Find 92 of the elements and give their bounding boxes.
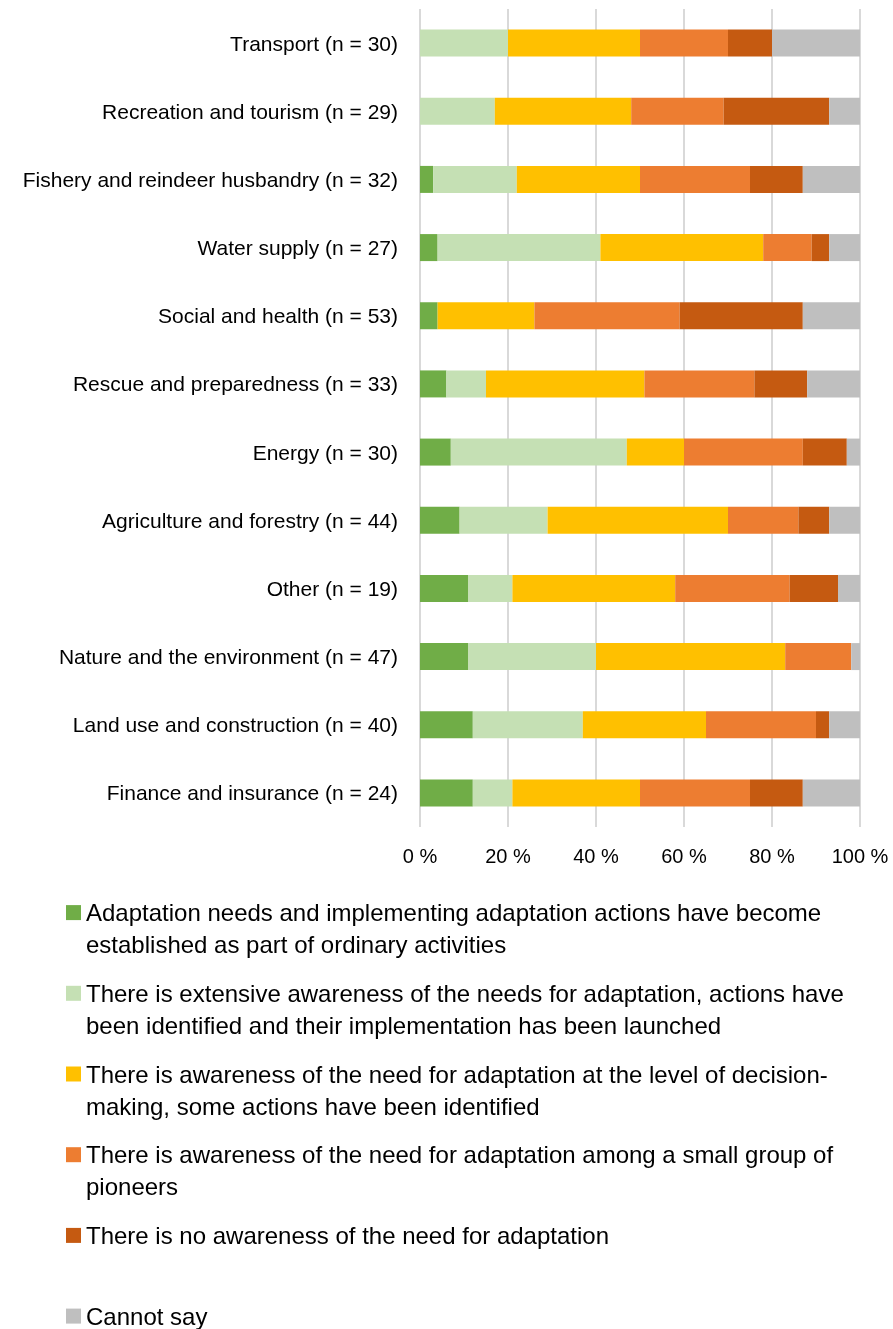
bar bbox=[750, 165, 803, 193]
bar bbox=[420, 370, 447, 398]
y-tick-label: Transport (n = 30) bbox=[230, 31, 398, 55]
bar bbox=[631, 97, 724, 125]
bar bbox=[547, 506, 728, 534]
bar bbox=[420, 711, 473, 739]
bar bbox=[512, 574, 676, 602]
bar bbox=[420, 97, 495, 125]
legend-label: Adaptation needs and implementing adaptation actions have become established as part of ordinary activities bbox=[86, 899, 822, 959]
bar bbox=[640, 165, 750, 193]
bar bbox=[433, 165, 517, 193]
y-tick-label: Social and health (n = 53) bbox=[158, 304, 398, 328]
bar bbox=[420, 779, 473, 807]
bar bbox=[534, 302, 680, 330]
y-tick-label: Other (n = 19) bbox=[266, 576, 398, 600]
bar bbox=[486, 370, 645, 398]
x-tick-label: 60 % bbox=[661, 845, 708, 867]
bar bbox=[582, 711, 706, 739]
bar bbox=[811, 234, 830, 262]
bar bbox=[829, 506, 860, 534]
bar bbox=[420, 165, 434, 193]
x-tick-label: 40 % bbox=[573, 845, 620, 867]
y-tick-label: Finance and insurance (n = 24) bbox=[106, 781, 398, 805]
bar bbox=[807, 370, 860, 398]
bar bbox=[494, 97, 632, 125]
bar bbox=[763, 234, 812, 262]
bar bbox=[802, 302, 860, 330]
bar bbox=[684, 438, 803, 466]
bar bbox=[802, 165, 860, 193]
bar bbox=[675, 574, 790, 602]
y-tick-label: Energy (n = 30) bbox=[252, 440, 398, 464]
legend-label: There is awareness of the need for adaptation at the level of decision-making, some actions have been identified bbox=[86, 1060, 828, 1120]
bar bbox=[802, 438, 847, 466]
bar bbox=[596, 643, 786, 671]
bar bbox=[829, 234, 860, 262]
bar bbox=[437, 234, 601, 262]
y-tick-label: Nature and the environment (n = 47) bbox=[58, 645, 398, 669]
bar bbox=[472, 779, 513, 807]
bar bbox=[706, 711, 816, 739]
bar bbox=[508, 29, 640, 57]
y-tick-label: Land use and construction (n = 40) bbox=[72, 713, 398, 737]
y-tick-label: Water supply (n = 27) bbox=[197, 236, 398, 260]
bar bbox=[420, 506, 460, 534]
bar bbox=[420, 438, 451, 466]
bar bbox=[728, 506, 799, 534]
bar bbox=[437, 302, 535, 330]
y-tick-label: Agriculture and forestry (n = 44) bbox=[102, 508, 398, 532]
bar bbox=[838, 574, 860, 602]
bar bbox=[516, 165, 640, 193]
bar bbox=[420, 234, 438, 262]
bar bbox=[754, 370, 808, 398]
bar bbox=[450, 438, 627, 466]
bar bbox=[816, 711, 830, 739]
bar bbox=[472, 711, 583, 739]
bar bbox=[829, 711, 860, 739]
bar bbox=[512, 779, 640, 807]
bar bbox=[640, 29, 728, 57]
bar bbox=[829, 97, 860, 125]
y-tick-label: Fishery and reindeer husbandry (n = 32) bbox=[22, 167, 398, 191]
bar bbox=[600, 234, 764, 262]
bar bbox=[723, 97, 830, 125]
bar bbox=[644, 370, 755, 398]
bar bbox=[851, 643, 860, 671]
x-tick-label: 0 % bbox=[402, 845, 438, 867]
x-tick-label: 80 % bbox=[749, 845, 796, 867]
x-tick-label: 100 % bbox=[831, 845, 889, 867]
bar bbox=[640, 779, 750, 807]
bar bbox=[420, 302, 438, 330]
bar bbox=[420, 574, 469, 602]
x-tick-label: 20 % bbox=[485, 845, 532, 867]
bar bbox=[468, 643, 596, 671]
bar bbox=[468, 574, 513, 602]
bar bbox=[728, 29, 772, 57]
bar bbox=[798, 506, 830, 534]
bar bbox=[420, 643, 469, 671]
legend-label: There is awareness of the need for adaptation among a small group of pioneers bbox=[86, 1141, 834, 1201]
bar bbox=[420, 29, 508, 57]
legend-label: Cannot say bbox=[86, 1302, 208, 1329]
bar bbox=[802, 779, 860, 807]
y-tick-label: Recreation and tourism (n = 29) bbox=[102, 99, 398, 123]
bar bbox=[789, 574, 838, 602]
bar bbox=[846, 438, 860, 466]
bar bbox=[750, 779, 803, 807]
bar bbox=[772, 29, 860, 57]
legend-label: There is no awareness of the need for adaptation bbox=[86, 1221, 610, 1249]
bar bbox=[679, 302, 803, 330]
bar bbox=[446, 370, 486, 398]
bar bbox=[459, 506, 548, 534]
legend-label: There is extensive awareness of the needs for adaptation, actions have been identified and their implementation has been launched bbox=[86, 979, 844, 1039]
bar bbox=[785, 643, 852, 671]
bar bbox=[626, 438, 684, 466]
y-tick-label: Rescue and preparedness (n = 33) bbox=[72, 372, 398, 396]
